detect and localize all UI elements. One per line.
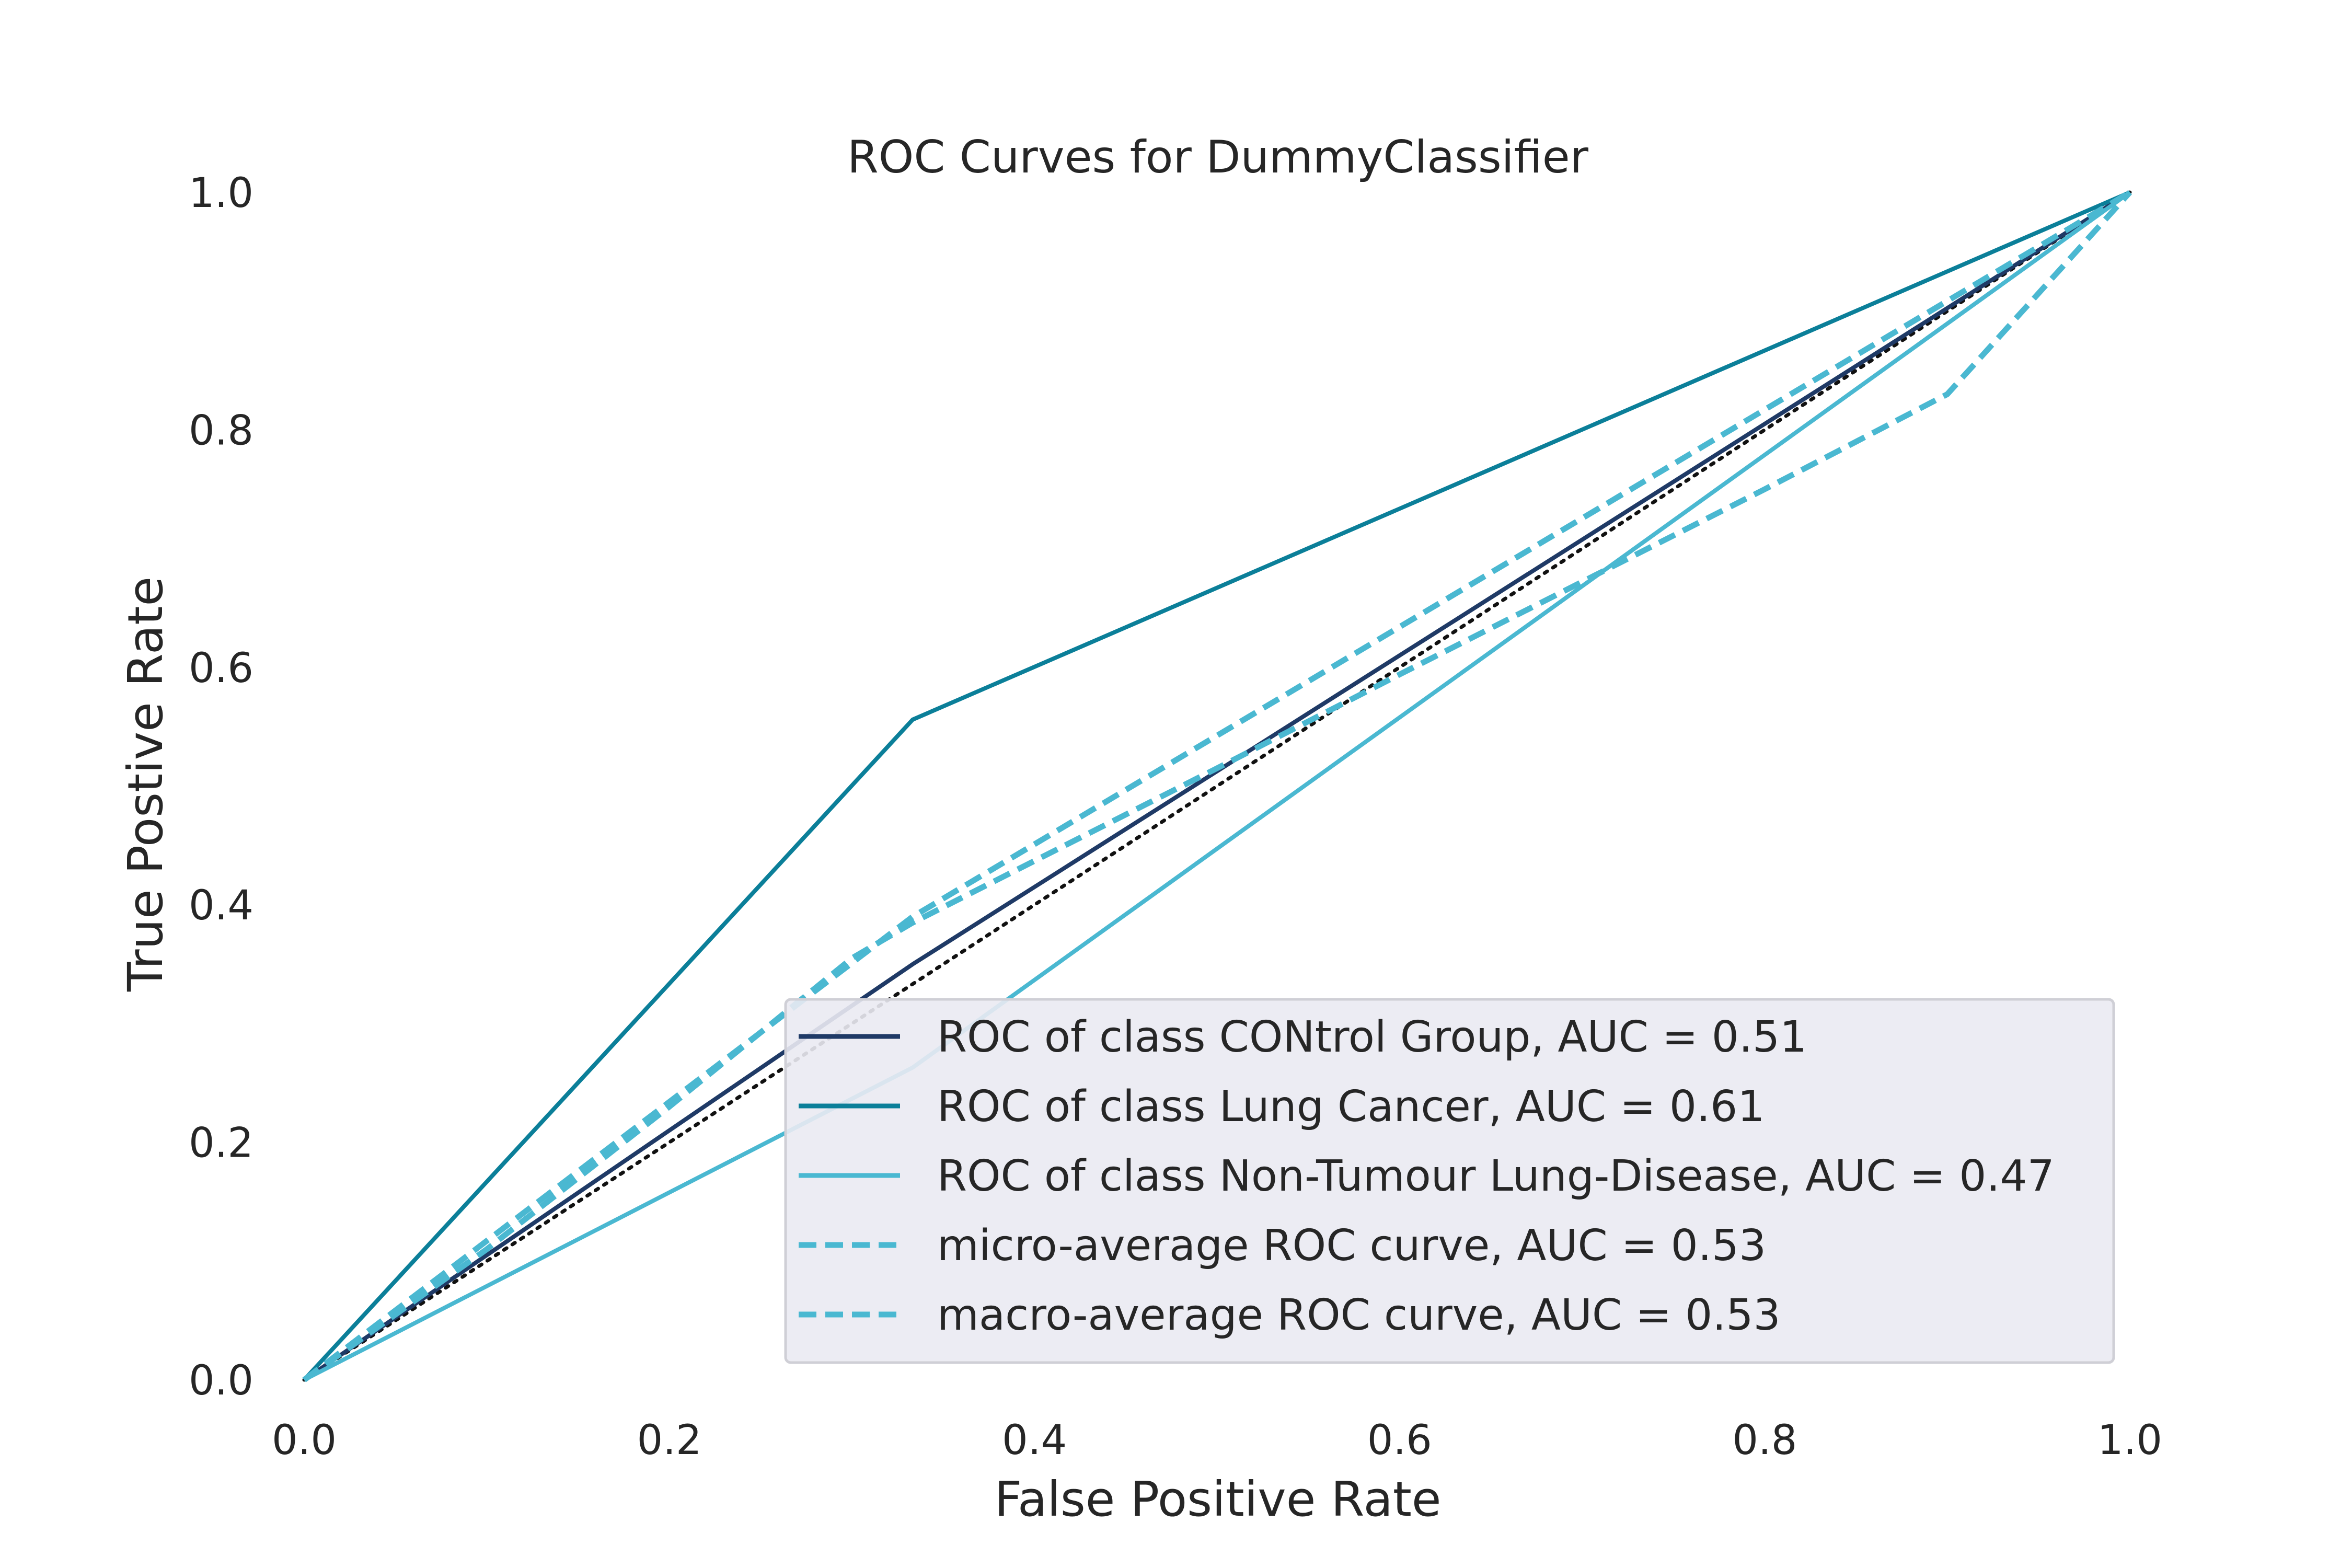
legend-label: ROC of class Non-Tumour Lung-Disease, AU… [937,1151,2055,1201]
x-axis-ticks: 0.0 0.2 0.4 0.6 0.8 1.0 [272,1417,2162,1464]
legend-label: ROC of class CONtrol Group, AUC = 0.51 [937,1012,1807,1062]
roc-series-line [303,190,2131,1382]
x-tick-label: 0.4 [1002,1417,1067,1464]
plot-area [302,190,2132,1382]
y-axis-ticks: 0.0 0.2 0.4 0.6 0.8 1.0 [189,170,253,1404]
x-tick-label: 0.2 [637,1417,702,1464]
legend-label: micro-average ROC curve, AUC = 0.53 [937,1221,1766,1271]
x-tick-label: 1.0 [2097,1417,2162,1464]
roc-series-line [303,190,2131,1381]
roc-series-line [302,190,2131,1382]
x-axis-label: False Positive Rate [994,1471,1441,1527]
y-tick-label: 0.8 [189,407,253,454]
y-tick-label: 0.6 [189,645,253,692]
legend: ROC of class CONtrol Group, AUC = 0.51 RO… [784,998,2115,1364]
y-tick-label: 1.0 [189,170,253,217]
y-tick-label: 0.2 [189,1120,253,1167]
y-tick-label: 0.4 [189,882,253,929]
x-tick-label: 0.6 [1367,1417,1432,1464]
legend-label: macro-average ROC curve, AUC = 0.53 [937,1290,1781,1340]
legend-label: ROC of class Lung Cancer, AUC = 0.61 [937,1082,1765,1132]
chart-title: ROC Curves for DummyClassifier [847,131,1589,183]
x-tick-label: 0.8 [1732,1417,1797,1464]
x-tick-label: 0.0 [272,1417,337,1464]
y-tick-label: 0.0 [189,1357,253,1404]
roc-series-line [302,190,2132,1382]
legend-box [784,998,2115,1364]
y-axis-label: True Postive Rate [118,577,174,992]
